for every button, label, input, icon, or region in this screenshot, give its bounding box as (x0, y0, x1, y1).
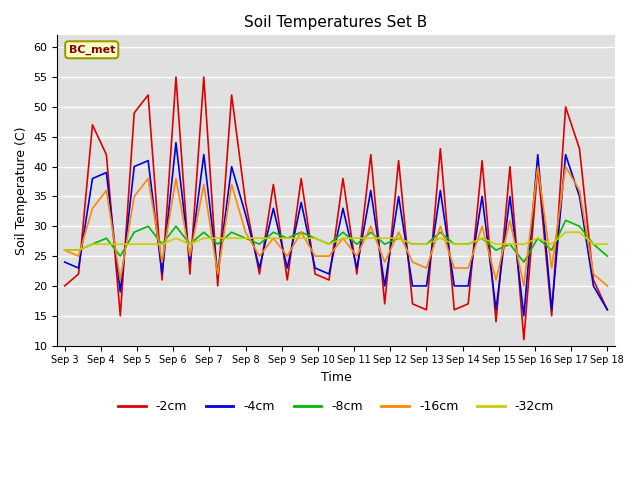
Y-axis label: Soil Temperature (C): Soil Temperature (C) (15, 126, 28, 255)
Text: BC_met: BC_met (68, 45, 115, 55)
X-axis label: Time: Time (321, 371, 351, 384)
Title: Soil Temperatures Set B: Soil Temperatures Set B (244, 15, 428, 30)
Legend: -2cm, -4cm, -8cm, -16cm, -32cm: -2cm, -4cm, -8cm, -16cm, -32cm (113, 396, 559, 418)
